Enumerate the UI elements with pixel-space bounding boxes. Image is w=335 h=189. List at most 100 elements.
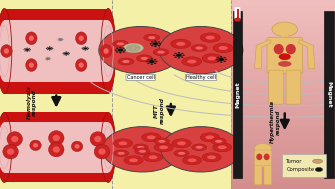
Circle shape bbox=[85, 50, 86, 51]
Circle shape bbox=[123, 51, 125, 53]
Circle shape bbox=[182, 55, 185, 56]
Circle shape bbox=[87, 47, 88, 48]
FancyBboxPatch shape bbox=[4, 122, 108, 173]
Ellipse shape bbox=[133, 144, 148, 151]
Circle shape bbox=[46, 48, 47, 49]
Circle shape bbox=[223, 57, 226, 58]
Circle shape bbox=[272, 22, 297, 36]
Circle shape bbox=[131, 44, 136, 47]
Ellipse shape bbox=[174, 150, 189, 157]
Ellipse shape bbox=[177, 141, 186, 145]
Text: Hyperthermia
respond: Hyperthermia respond bbox=[270, 100, 281, 143]
Ellipse shape bbox=[154, 138, 170, 145]
Ellipse shape bbox=[122, 60, 130, 63]
Ellipse shape bbox=[200, 133, 219, 142]
Circle shape bbox=[217, 61, 219, 62]
Text: Healthy cell: Healthy cell bbox=[186, 75, 216, 80]
Circle shape bbox=[49, 57, 50, 58]
Circle shape bbox=[131, 49, 136, 52]
Ellipse shape bbox=[135, 148, 150, 155]
Ellipse shape bbox=[206, 36, 215, 40]
Ellipse shape bbox=[213, 43, 233, 53]
Ellipse shape bbox=[207, 56, 217, 60]
Circle shape bbox=[119, 47, 122, 48]
FancyBboxPatch shape bbox=[231, 101, 335, 107]
Text: Magnet: Magnet bbox=[235, 81, 240, 108]
Polygon shape bbox=[298, 40, 315, 69]
FancyBboxPatch shape bbox=[282, 154, 326, 177]
Ellipse shape bbox=[102, 122, 115, 173]
Ellipse shape bbox=[158, 140, 165, 143]
FancyBboxPatch shape bbox=[231, 76, 335, 82]
Circle shape bbox=[62, 53, 64, 54]
FancyBboxPatch shape bbox=[231, 151, 335, 157]
Ellipse shape bbox=[118, 152, 125, 155]
Circle shape bbox=[178, 52, 180, 53]
Circle shape bbox=[154, 63, 156, 64]
Circle shape bbox=[151, 45, 153, 46]
Ellipse shape bbox=[182, 57, 202, 66]
Ellipse shape bbox=[117, 42, 124, 45]
Ellipse shape bbox=[278, 61, 291, 67]
FancyBboxPatch shape bbox=[231, 6, 335, 13]
Circle shape bbox=[82, 47, 84, 48]
Ellipse shape bbox=[114, 150, 129, 157]
Text: Cancer cell: Cancer cell bbox=[127, 75, 155, 80]
FancyBboxPatch shape bbox=[231, 157, 335, 164]
Circle shape bbox=[151, 64, 153, 65]
FancyBboxPatch shape bbox=[0, 0, 112, 189]
Ellipse shape bbox=[154, 143, 173, 152]
Circle shape bbox=[46, 58, 50, 60]
Circle shape bbox=[63, 54, 65, 55]
Ellipse shape bbox=[183, 156, 202, 165]
Circle shape bbox=[135, 46, 140, 48]
Circle shape bbox=[66, 51, 67, 52]
Ellipse shape bbox=[157, 51, 165, 54]
Circle shape bbox=[83, 47, 87, 50]
Ellipse shape bbox=[98, 149, 106, 155]
Circle shape bbox=[133, 48, 138, 51]
Ellipse shape bbox=[94, 144, 110, 159]
Text: Composite: Composite bbox=[286, 167, 315, 172]
Circle shape bbox=[181, 57, 183, 58]
Ellipse shape bbox=[187, 60, 196, 64]
Circle shape bbox=[159, 43, 161, 44]
Circle shape bbox=[127, 48, 132, 50]
Circle shape bbox=[68, 54, 69, 55]
Circle shape bbox=[147, 59, 150, 60]
Circle shape bbox=[50, 58, 51, 59]
Circle shape bbox=[154, 46, 157, 47]
Circle shape bbox=[217, 57, 219, 58]
Ellipse shape bbox=[113, 139, 133, 148]
Ellipse shape bbox=[101, 112, 116, 182]
Ellipse shape bbox=[202, 153, 221, 162]
Circle shape bbox=[63, 39, 64, 40]
Circle shape bbox=[52, 48, 54, 49]
Ellipse shape bbox=[215, 140, 222, 143]
Ellipse shape bbox=[313, 159, 323, 163]
Ellipse shape bbox=[256, 153, 262, 160]
Ellipse shape bbox=[264, 153, 270, 160]
FancyBboxPatch shape bbox=[231, 170, 335, 176]
Ellipse shape bbox=[104, 48, 109, 54]
FancyBboxPatch shape bbox=[264, 165, 272, 185]
Circle shape bbox=[66, 55, 67, 56]
Circle shape bbox=[175, 53, 177, 54]
Circle shape bbox=[116, 48, 118, 49]
Circle shape bbox=[47, 49, 48, 50]
FancyBboxPatch shape bbox=[231, 25, 335, 32]
FancyBboxPatch shape bbox=[231, 57, 335, 63]
Circle shape bbox=[159, 26, 243, 74]
Circle shape bbox=[128, 45, 133, 48]
Circle shape bbox=[24, 48, 26, 49]
Polygon shape bbox=[4, 112, 108, 122]
Ellipse shape bbox=[3, 144, 18, 159]
Circle shape bbox=[62, 40, 63, 41]
Circle shape bbox=[149, 43, 152, 44]
Circle shape bbox=[88, 48, 89, 49]
Circle shape bbox=[135, 48, 140, 50]
Ellipse shape bbox=[90, 132, 106, 146]
FancyBboxPatch shape bbox=[231, 107, 335, 113]
Circle shape bbox=[87, 49, 88, 50]
Ellipse shape bbox=[153, 49, 169, 56]
